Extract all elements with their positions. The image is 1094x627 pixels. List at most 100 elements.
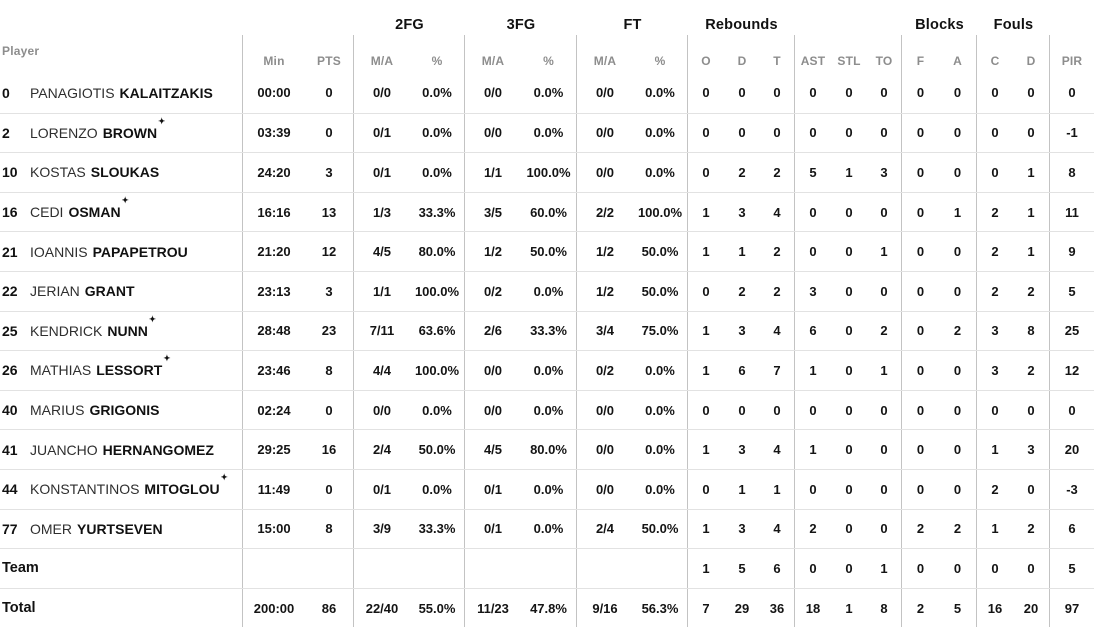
stat-cell: 0: [867, 192, 902, 232]
stat-cell: 0: [809, 125, 817, 141]
team-row: Team 1 5 6 0 0 1 0 0 0 0 5: [0, 548, 1094, 588]
stat-cell: 0: [916, 244, 925, 260]
stat-cell: 80.0%: [410, 232, 465, 271]
player-last-name: BROWN: [102, 124, 158, 141]
player-last-name: YURTSEVEN: [77, 520, 163, 537]
stat-cell: 28:48: [257, 323, 291, 339]
player-first-name: JERIAN: [30, 283, 80, 300]
player-first-name: CEDI: [30, 204, 64, 221]
stat-cell: 1: [702, 442, 710, 458]
stat-cell: 0: [991, 125, 999, 141]
stat-cell: 2: [738, 164, 746, 180]
stat-cell: 75.0%: [633, 311, 688, 351]
stat-cell: 36: [760, 588, 795, 627]
stat-cell: 0: [939, 390, 977, 430]
player-last-name: MITOGLOU: [144, 481, 220, 498]
player-first-name: MARIUS: [30, 402, 85, 419]
group-header-3fg: 3FG: [506, 17, 536, 33]
stat-cell: 11: [1065, 204, 1079, 220]
jersey-number: 16: [2, 204, 18, 221]
stat-cell: 3: [991, 323, 999, 339]
starter-star-icon: ✦: [220, 471, 228, 482]
stat-cell: 50.0%: [633, 232, 688, 271]
column-header-d-10: D: [737, 54, 747, 68]
stat-cell: 33.3%: [410, 192, 465, 232]
stat-cell: 50.0%: [410, 430, 465, 469]
stat-cell: 33.3%: [521, 311, 577, 351]
stat-cell: 2: [760, 153, 795, 192]
group-header-2fg: 2FG: [395, 17, 424, 33]
stat-cell: 1/2: [483, 244, 503, 260]
stat-cell: 0.0%: [633, 430, 688, 469]
stat-cell: 0: [916, 125, 925, 141]
stat-cell: 1: [738, 244, 746, 260]
stat-cell: 0/1: [372, 125, 392, 141]
stat-cell: 0: [939, 153, 977, 192]
stat-cell: 0.0%: [633, 351, 688, 390]
stat-cell: 0/0: [595, 125, 615, 141]
stat-cell: 2: [1013, 271, 1050, 311]
stat-cell: 0: [916, 323, 925, 339]
stat-cell: 3/9: [372, 521, 392, 537]
stat-cell: 0/0: [595, 402, 615, 418]
stat-cell: 8: [305, 351, 354, 390]
stat-cell: 1/1: [483, 164, 503, 180]
stat-cell: 0: [809, 481, 817, 497]
stat-cell: 0: [845, 362, 853, 378]
stat-cell: 3: [738, 521, 746, 537]
stat-cell: 3/5: [483, 204, 503, 220]
stat-cell: 0: [845, 323, 853, 339]
column-header-f-15: F: [916, 54, 925, 68]
column-header-ma-5: M/A: [481, 54, 505, 68]
stat-cell: 9/16: [592, 600, 618, 616]
stat-cell: 0: [939, 113, 977, 153]
stat-cell: 0: [845, 402, 853, 418]
stat-cell: 0.0%: [521, 351, 577, 390]
stat-cell: 1/2: [595, 244, 615, 260]
jersey-number: 77: [2, 520, 18, 537]
player-cell: 40 MARIUS GRIGONIS: [0, 390, 243, 430]
stat-cell: 0.0%: [410, 113, 465, 153]
stat-cell: 0: [916, 204, 925, 220]
player-cell: Total: [0, 588, 243, 627]
stat-cell: 1: [867, 232, 902, 271]
player-last-name: NUNN: [107, 322, 148, 339]
stat-cell: 100.0%: [410, 271, 465, 311]
stat-cell: 200:00: [253, 600, 295, 616]
stat-cell: 80.0%: [521, 430, 577, 469]
stat-cell: 24:20: [257, 164, 291, 180]
player-cell: 2 LORENZO BROWN ✦: [0, 113, 243, 153]
stat-cell: 5: [1068, 283, 1076, 299]
stat-cell: 0/2: [483, 283, 503, 299]
stat-cell: 4: [760, 192, 795, 232]
stat-cell: 0/2: [595, 362, 615, 378]
stat-cell: 1: [702, 323, 710, 339]
stat-cell: 0: [702, 164, 710, 180]
stat-cell: 0: [702, 283, 710, 299]
stat-cell: [305, 549, 354, 588]
stat-cell: 50.0%: [633, 509, 688, 549]
stat-cell: 0: [809, 560, 817, 576]
group-header-spacer: [795, 0, 902, 35]
stat-cell: 2: [916, 521, 925, 537]
stat-cell: 63.6%: [410, 311, 465, 351]
stat-cell: 0: [867, 509, 902, 549]
stat-cell: 0.0%: [521, 271, 577, 311]
stat-cell: 0: [809, 244, 817, 260]
stat-cell: 0: [991, 164, 999, 180]
column-header-o-9: O: [701, 54, 711, 68]
player-last-name: PAPAPETROU: [92, 243, 188, 260]
group-header-fouls: Fouls: [993, 17, 1034, 33]
stat-cell: 3/4: [595, 323, 615, 339]
stat-cell: 0: [845, 560, 853, 576]
stat-cell: 0.0%: [410, 469, 465, 509]
stat-cell: 6: [760, 549, 795, 588]
stat-cell: 0: [916, 442, 925, 458]
stat-cell: 0/1: [372, 481, 392, 497]
stat-cell: 8: [1013, 311, 1050, 351]
player-cell: 41 JUANCHO HERNANGOMEZ: [0, 430, 243, 469]
stat-cell: 1: [738, 481, 746, 497]
column-header-blank-8: %: [633, 35, 688, 73]
stat-cell: 1: [702, 244, 710, 260]
jersey-number: 44: [2, 481, 18, 498]
